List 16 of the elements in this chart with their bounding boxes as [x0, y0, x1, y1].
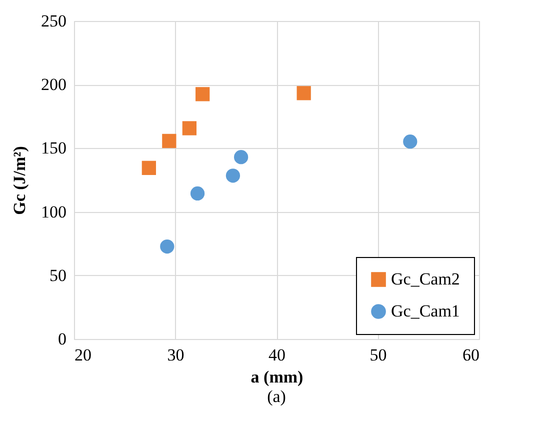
x-tick-label: 50 — [370, 346, 387, 364]
x-tick-label: 40 — [268, 346, 286, 364]
y-tick-label: 50 — [50, 266, 66, 285]
text: (a) — [267, 387, 286, 406]
x-tick-label: 20 — [74, 346, 92, 364]
x-axis-title: a (mm) — [250, 368, 304, 386]
y-tick-label: 250 — [41, 12, 66, 30]
y-tick-label: 100 — [41, 202, 66, 222]
y-axis-title: Gc (J/m²) — [10, 146, 29, 215]
y-tick-label: 0 — [58, 330, 66, 348]
legend-label: Gc_Cam1 — [391, 302, 460, 320]
legend-label: Gc_Cam2 — [391, 270, 460, 288]
x-tick-label: 30 — [167, 346, 184, 364]
y-tick-label: 200 — [41, 75, 66, 94]
y-tick-label: 150 — [41, 138, 66, 158]
x-tick-label: 60 — [462, 346, 480, 364]
